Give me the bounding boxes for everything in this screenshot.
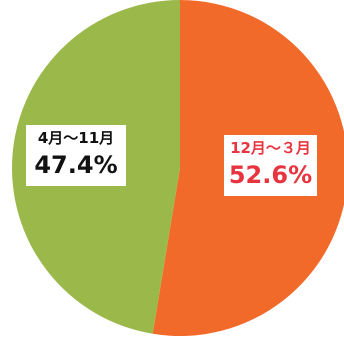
slice-percent-dec-mar: 52.6%	[228, 160, 313, 189]
slice-label-dec-mar: 12月～３月 52.6%	[224, 135, 317, 196]
slice-name-apr-nov: 4月～11月	[37, 129, 115, 147]
slice-label-apr-nov: 4月～11月 47.4%	[26, 125, 126, 186]
slice-percent-apr-nov: 47.4%	[34, 150, 118, 179]
slice-name-dec-mar: 12月～３月	[230, 139, 311, 157]
